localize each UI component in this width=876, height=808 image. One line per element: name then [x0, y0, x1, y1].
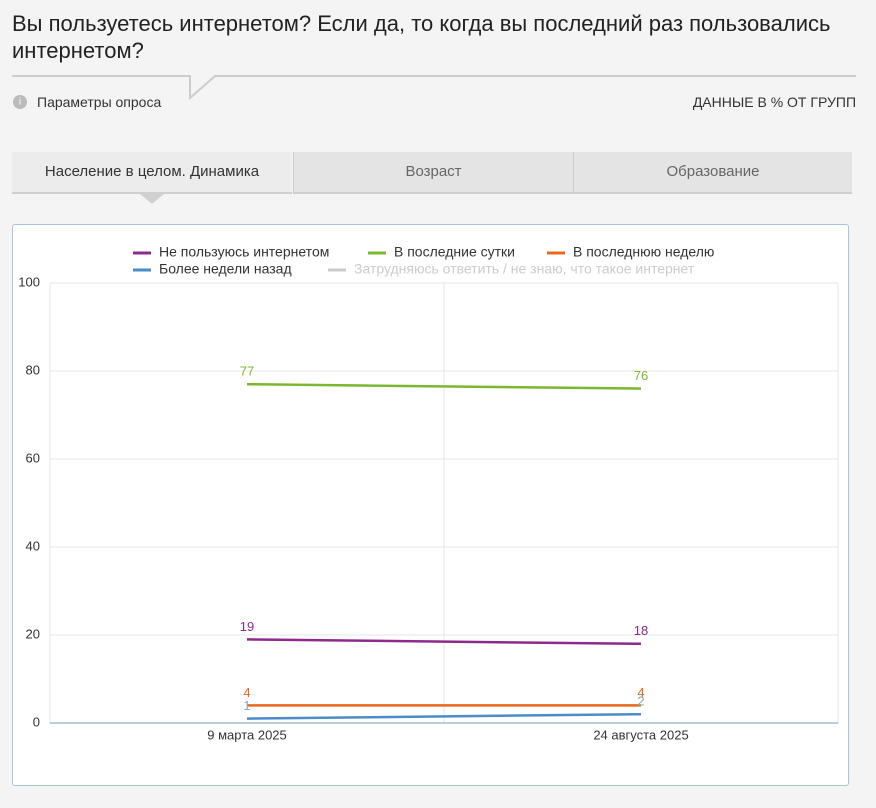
legend-label[interactable]: Более недели назад	[159, 261, 292, 277]
params-link[interactable]: Параметры опроса	[37, 94, 162, 110]
tab[interactable]: Образование	[573, 152, 852, 194]
data-label: 77	[240, 364, 254, 379]
x-tick-label: 9 марта 2025	[207, 727, 287, 742]
y-tick-label: 60	[26, 450, 40, 465]
y-tick-label: 20	[26, 626, 40, 641]
units-note: ДАННЫЕ В % ОТ ГРУПП	[692, 94, 856, 110]
data-label: 76	[634, 368, 648, 383]
tab-pointer	[140, 194, 164, 204]
x-tick-label: 24 августа 2025	[593, 727, 688, 742]
legend-label[interactable]: В последнюю неделю	[573, 244, 714, 260]
data-label: 1	[243, 698, 250, 713]
y-tick-label: 80	[26, 362, 40, 377]
divider: i	[12, 75, 856, 109]
chart-box	[12, 224, 849, 786]
series-line	[246, 382, 642, 390]
series-line	[246, 638, 642, 646]
title: Вы пользуетесь интернетом? Если да, то к…	[12, 11, 831, 63]
tab[interactable]: Население в целом. Динамика	[12, 152, 292, 194]
series-line	[246, 712, 642, 720]
data-label: 18	[634, 623, 648, 638]
legend-label[interactable]: Не пользуюсь интернетом	[159, 244, 329, 260]
svg-text:i: i	[19, 97, 21, 108]
data-label: 2	[637, 694, 644, 709]
data-label: 4	[243, 685, 250, 700]
y-tick-label: 0	[33, 714, 40, 729]
data-label: 19	[240, 619, 254, 634]
tab[interactable]: Возраст	[293, 152, 573, 194]
legend-label[interactable]: В последние сутки	[394, 244, 515, 260]
legend-label[interactable]: Затрудняюсь ответить / не знаю, что тако…	[354, 261, 695, 277]
y-tick-label: 100	[18, 274, 40, 289]
y-tick-label: 40	[26, 538, 40, 553]
data-label: 4	[637, 685, 644, 700]
